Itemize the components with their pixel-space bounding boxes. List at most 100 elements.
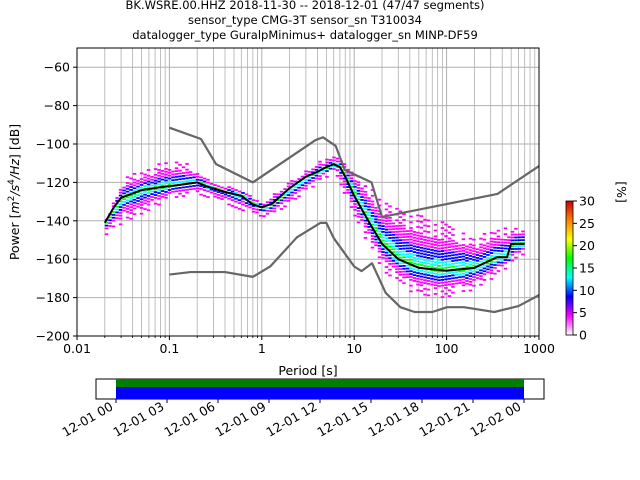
psd-density-cell: [437, 267, 441, 270]
psd-density-cell: [500, 264, 504, 267]
psd-density-cell: [290, 182, 294, 185]
psd-density-cell: [416, 243, 420, 246]
psd-density-cell: [433, 284, 438, 287]
psd-density-cell: [332, 156, 336, 159]
psd-density-cell: [381, 248, 385, 251]
psd-density-cell: [297, 189, 301, 192]
psd-density-cell: [307, 170, 312, 173]
psd-density-cell: [356, 215, 361, 218]
psd-density-cell: [104, 224, 109, 227]
psd-density-cell: [500, 247, 504, 250]
psd-density-cell: [388, 225, 392, 228]
psd-density-cell: [384, 237, 389, 240]
psd-density-cell: [426, 254, 431, 256]
psd-density-cell: [409, 270, 413, 273]
psd-density-cell: [402, 270, 406, 273]
psd-density-cell: [391, 251, 396, 254]
colorbar-label: [%]: [614, 181, 629, 203]
psd-density-cell: [388, 216, 392, 219]
psd-density-cell: [412, 251, 417, 254]
psd-density-cell: [279, 208, 284, 210]
psd-density-cell: [391, 222, 396, 225]
psd-density-cell: [398, 268, 403, 270]
psd-density-cell: [521, 239, 525, 242]
psd-density-cell: [192, 176, 196, 179]
psd-density-cell: [185, 186, 189, 188]
psd-density-cell: [286, 194, 291, 196]
psd-density-cell: [391, 231, 396, 233]
psd-density-cell: [451, 271, 455, 274]
psd-density-cell: [356, 189, 361, 192]
psd-density-cell: [139, 172, 144, 175]
psd-density-cell: [388, 205, 392, 208]
psd-density-cell: [416, 237, 420, 240]
psd-density-cell: [293, 186, 298, 189]
timeline-tick-label: 12-02 00: [467, 399, 523, 440]
psd-density-cell: [318, 160, 322, 163]
psd-density-cell: [150, 196, 154, 198]
psd-density-cell: [255, 211, 259, 214]
psd-density-cell: [402, 213, 406, 215]
psd-density-cell: [409, 238, 413, 241]
psd-density-cell: [409, 227, 413, 229]
psd-density-cell: [482, 279, 487, 281]
psd-density-cell: [419, 252, 424, 255]
psd-density-cell: [230, 204, 235, 207]
psd-density-cell: [188, 176, 193, 179]
psd-density-cell: [342, 191, 347, 194]
psd-density-cell: [419, 264, 424, 266]
psd-density-cell: [412, 277, 417, 279]
psd-density-cell: [468, 269, 473, 272]
psd-density-cell: [381, 256, 385, 259]
psd-density-cell: [447, 237, 452, 240]
psd-density-cell: [451, 280, 455, 283]
psd-density-cell: [118, 200, 123, 203]
psd-density-cell: [447, 289, 452, 292]
psd-density-cell: [489, 237, 494, 240]
psd-density-cell: [104, 227, 109, 230]
psd-density-cell: [437, 259, 441, 261]
psd-density-cell: [346, 168, 350, 171]
psd-density-cell: [503, 238, 508, 241]
psd-density-cell: [423, 241, 427, 244]
psd-density-cell: [388, 257, 392, 260]
psd-density-cell: [377, 227, 382, 230]
psd-density-cell: [493, 232, 497, 235]
psd-density-cell: [192, 185, 196, 187]
psd-density-cell: [272, 196, 277, 198]
psd-density-cell: [283, 205, 287, 208]
timeline-processed-bar: [116, 387, 524, 399]
psd-density-cell: [153, 168, 158, 170]
psd-density-cell: [227, 186, 231, 189]
psd-density-cell: [447, 277, 452, 280]
psd-density-cell: [447, 295, 452, 297]
psd-density-cell: [269, 201, 273, 204]
psd-density-cell: [129, 194, 133, 197]
psd-density-cell: [118, 211, 123, 214]
psd-density-cell: [433, 264, 438, 267]
psd-density-cell: [412, 271, 417, 274]
psd-density-cell: [496, 244, 501, 246]
psd-density-cell: [440, 276, 445, 278]
psd-density-cell: [479, 269, 483, 272]
psd-density-cell: [475, 268, 480, 271]
psd-density-cell: [377, 233, 382, 236]
psd-density-cell: [451, 248, 455, 251]
psd-density-cell: [356, 210, 361, 212]
psd-density-cell: [440, 250, 445, 252]
psd-density-cell: [444, 281, 448, 284]
psd-density-cell: [199, 185, 203, 187]
psd-density-cell: [416, 277, 420, 280]
psd-density-cell: [384, 271, 389, 274]
psd-density-cell: [398, 253, 403, 256]
psd-density-cell: [391, 259, 396, 262]
x-tick-label: 100: [435, 341, 459, 356]
psd-density-cell: [374, 244, 378, 247]
psd-density-cell: [423, 276, 427, 279]
psd-density-cell: [447, 275, 452, 277]
psd-density-cell: [356, 198, 361, 201]
psd-density-cell: [423, 224, 427, 227]
psd-density-cell: [125, 210, 130, 213]
psd-density-cell: [307, 182, 312, 185]
psd-density-cell: [370, 212, 375, 214]
